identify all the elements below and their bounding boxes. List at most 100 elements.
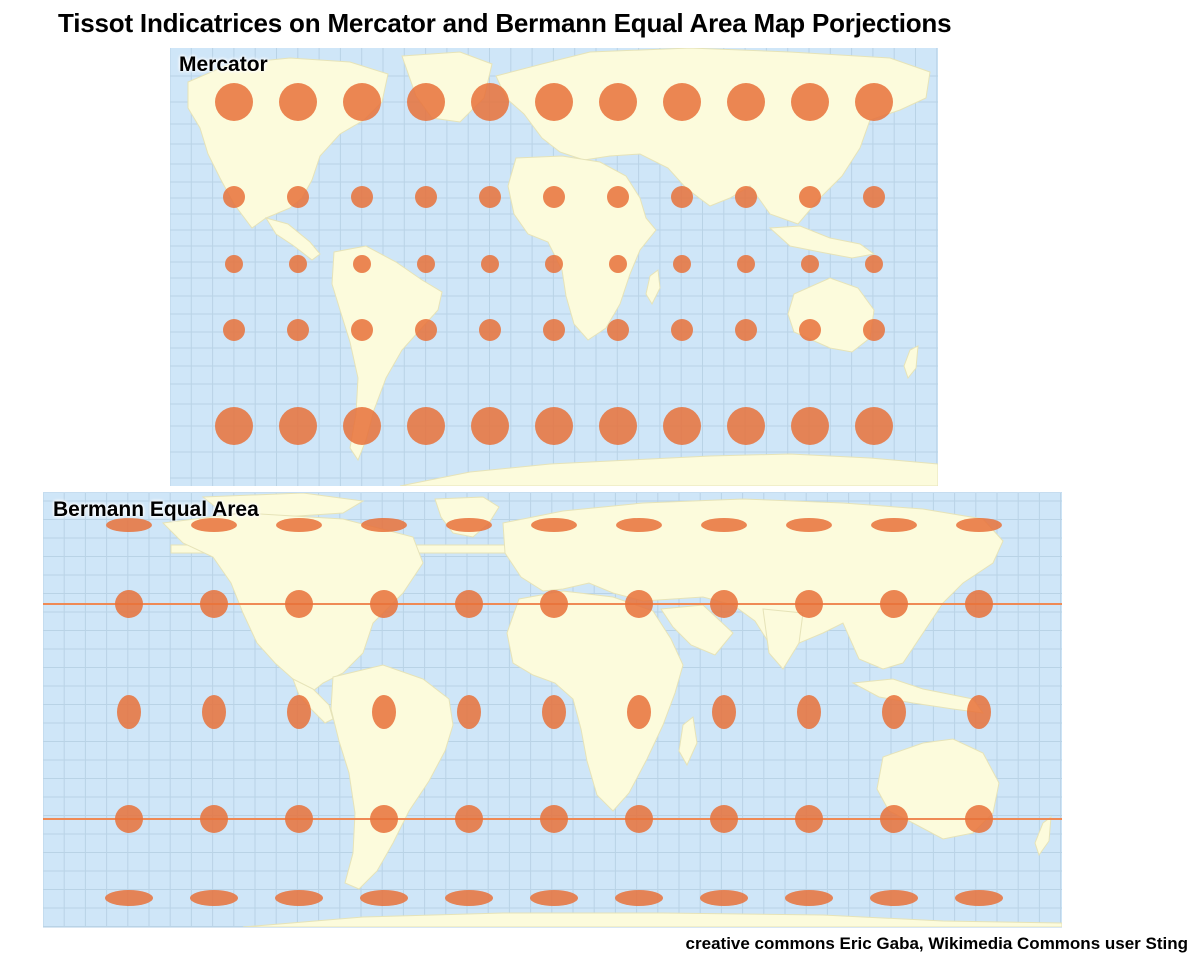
mercator-indicatrix-39	[543, 319, 565, 341]
bermann-indicatrix-20	[795, 590, 823, 618]
mercator-indicatrix-26	[417, 255, 435, 273]
bermann-indicatrix-22	[965, 590, 993, 618]
mercator-indicatrix-43	[799, 319, 821, 341]
antarctica-edge	[242, 912, 1062, 927]
central-america	[264, 217, 321, 261]
bermann-indicatrix-36	[285, 805, 313, 833]
mercator-indicatrix-25	[353, 255, 371, 273]
africa	[506, 590, 684, 812]
bermann-indicatrix-34	[115, 805, 143, 833]
mercator-indicatrix-34	[223, 319, 245, 341]
bermann-indicatrix-35	[200, 805, 228, 833]
bermann-indicatrix-9	[786, 518, 832, 532]
mercator-indicatrix-53	[727, 407, 765, 445]
mercator-indicatrix-20	[735, 186, 757, 208]
mercator-indicatrix-2	[279, 83, 317, 121]
bermann-indicatrix-6	[531, 518, 577, 532]
bermann-indicatrix-2	[191, 518, 237, 532]
mercator-indicatrix-4	[407, 83, 445, 121]
bermann-indicatrix-8	[701, 518, 747, 532]
bermann-indicatrix-40	[625, 805, 653, 833]
bermann-indicatrix-46	[190, 890, 238, 906]
bermann-indicatrix-11	[956, 518, 1002, 532]
mercator-indicatrix-13	[287, 186, 309, 208]
bermann-indicatrix-42	[795, 805, 823, 833]
mercator-indicatrix-8	[663, 83, 701, 121]
bermann-label: Bermann Equal Area	[53, 498, 259, 521]
bermann-indicatrix-39	[540, 805, 568, 833]
mercator-map	[170, 48, 938, 486]
bermann-indicatrix-28	[542, 695, 566, 729]
bermann-indicatrix-54	[870, 890, 918, 906]
mercator-indicatrix-14	[351, 186, 373, 208]
bermann-indicatrix-4	[361, 518, 407, 532]
bermann-indicatrix-31	[797, 695, 821, 729]
mercator-indicatrix-45	[215, 407, 253, 445]
mercator-indicatrix-1	[215, 83, 253, 121]
bermann-indicatrix-24	[202, 695, 226, 729]
eurasia	[502, 498, 1004, 670]
mercator-indicatrix-19	[671, 186, 693, 208]
mercator-indicatrix-52	[663, 407, 701, 445]
bermann-indicatrix-38	[455, 805, 483, 833]
bermann-indicatrix-7	[616, 518, 662, 532]
mercator-indicatrix-10	[791, 83, 829, 121]
mercator-indicatrix-5	[471, 83, 509, 121]
bermann-indicatrix-18	[625, 590, 653, 618]
mercator-indicatrix-22	[863, 186, 885, 208]
antarctica	[399, 453, 938, 486]
bermann-indicatrix-51	[615, 890, 663, 906]
bermann-land	[161, 493, 1062, 927]
bermann-indicatrix-50	[530, 890, 578, 906]
mercator-indicatrix-30	[673, 255, 691, 273]
bermann-indicatrix-17	[540, 590, 568, 618]
new-zealand	[903, 345, 919, 380]
mercator-indicatrix-55	[855, 407, 893, 445]
bermann-indicatrix-23	[117, 695, 141, 729]
mercator-indicatrix-48	[407, 407, 445, 445]
mercator-indicatrix-11	[855, 83, 893, 121]
south-america	[331, 245, 443, 462]
bermann-indicatrix-14	[285, 590, 313, 618]
mercator-indicatrix-31	[737, 255, 755, 273]
mercator-indicatrix-17	[543, 186, 565, 208]
mercator-indicatrix-42	[735, 319, 757, 341]
bermann-indicatrix-33	[967, 695, 991, 729]
bermann-indicatrix-19	[710, 590, 738, 618]
bermann-indicatrix-29	[627, 695, 651, 729]
south-america	[330, 664, 454, 890]
bermann-indicatrix-55	[955, 890, 1003, 906]
bermann-indicatrices	[105, 518, 1003, 906]
bermann-indicatrix-48	[360, 890, 408, 906]
bermann-indicatrix-43	[880, 805, 908, 833]
bermann-indicatrix-47	[275, 890, 323, 906]
mercator-indicatrix-38	[479, 319, 501, 341]
mercator-indicatrix-37	[415, 319, 437, 341]
arctic-islands	[201, 493, 365, 518]
mercator-indicatrix-49	[471, 407, 509, 445]
mercator-indicatrix-18	[607, 186, 629, 208]
bermann-indicatrix-16	[455, 590, 483, 618]
mercator-indicatrices	[215, 83, 893, 445]
mercator-indicatrix-7	[599, 83, 637, 121]
bermann-indicatrix-44	[965, 805, 993, 833]
mercator-indicatrix-28	[545, 255, 563, 273]
bermann-indicatrix-10	[871, 518, 917, 532]
mercator-indicatrix-29	[609, 255, 627, 273]
bermann-indicatrix-41	[710, 805, 738, 833]
madagascar	[645, 269, 661, 306]
bermann-indicatrix-45	[105, 890, 153, 906]
bermann-indicatrix-32	[882, 695, 906, 729]
india	[762, 608, 804, 670]
mercator-label: Mercator	[179, 53, 268, 76]
mercator-indicatrix-47	[343, 407, 381, 445]
mercator-indicatrix-6	[535, 83, 573, 121]
mercator-indicatrix-51	[599, 407, 637, 445]
bermann-indicatrix-27	[457, 695, 481, 729]
mercator-indicatrix-16	[479, 186, 501, 208]
bermann-indicatrix-3	[276, 518, 322, 532]
bermann-indicatrix-52	[700, 890, 748, 906]
bermann-indicatrix-21	[880, 590, 908, 618]
mercator-indicatrix-36	[351, 319, 373, 341]
madagascar	[678, 716, 698, 767]
